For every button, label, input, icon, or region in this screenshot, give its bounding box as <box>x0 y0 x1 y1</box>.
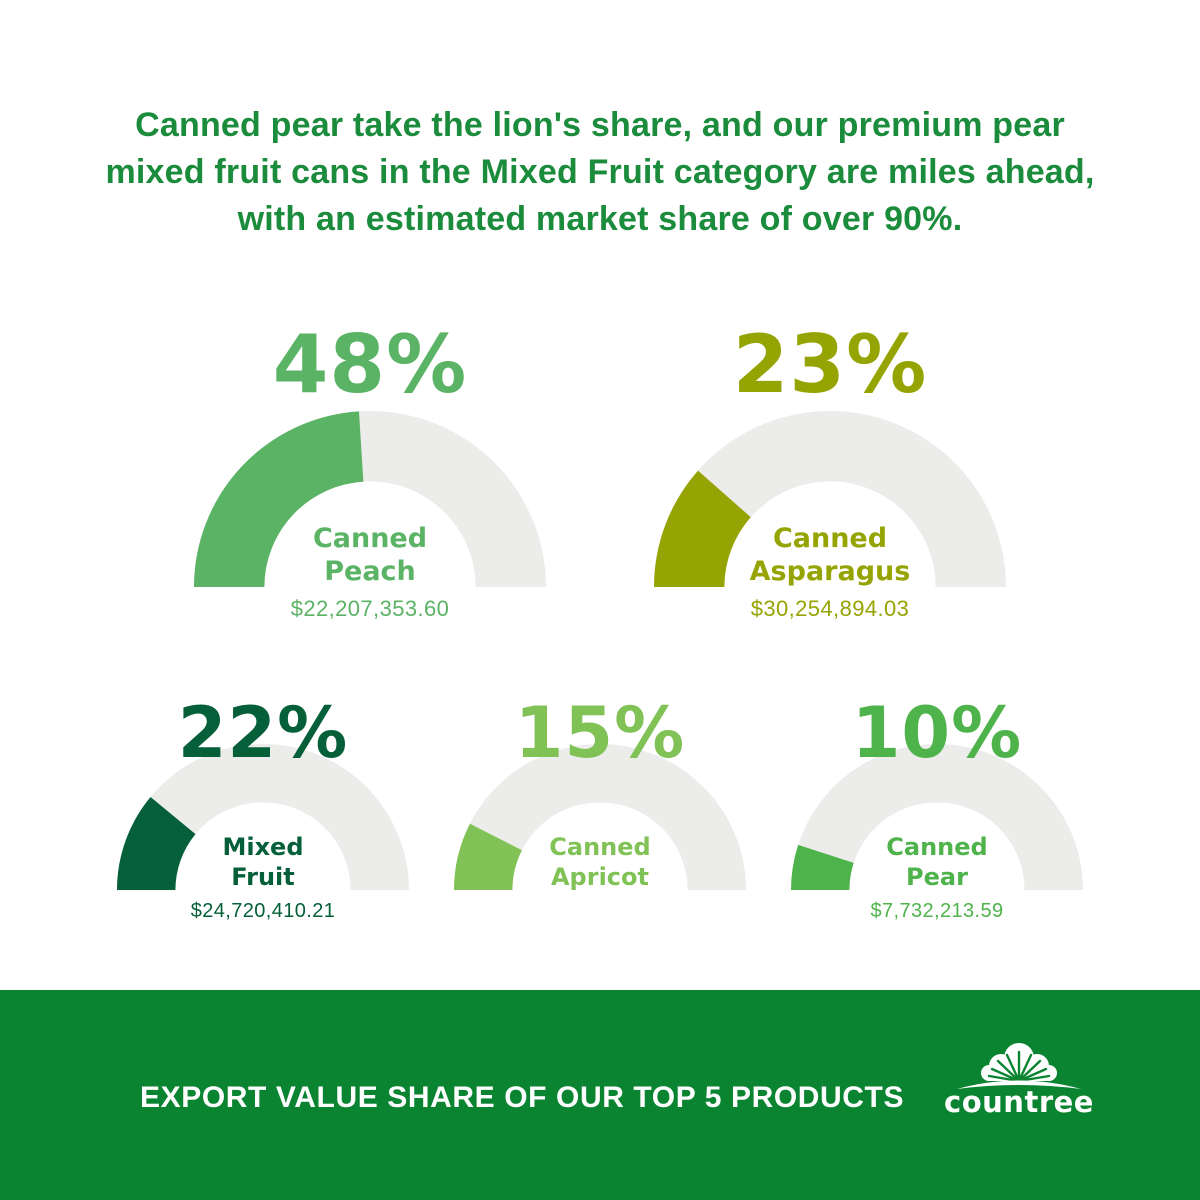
gauge-label: Mixed Fruit <box>222 832 304 891</box>
gauge-label: Canned Peach <box>312 522 428 587</box>
gauge-arc-svg <box>654 410 1006 587</box>
gauge-canned-asparagus: 23% Canned Asparagus $30,254,894.03 <box>620 317 1040 622</box>
gauge-label: Canned Apricot <box>549 832 651 891</box>
countree-logo: countree <box>944 1040 1094 1117</box>
gauge-percent: 10% <box>851 691 1023 774</box>
gauge-percent: 15% <box>514 691 686 774</box>
gauge-percent: 48% <box>272 317 468 411</box>
footer-bar: EXPORT VALUE SHARE OF OUR TOP 5 PRODUCTS <box>0 990 1200 1200</box>
gauge-canned-pear: 10% Canned Pear $7,732,213.59 <box>777 698 1097 924</box>
gauge-label: Canned Pear <box>886 832 988 891</box>
gauge-arc-svg <box>117 743 409 890</box>
gauge-value: $24,720,410.21 <box>190 899 336 922</box>
brand-wordmark: countree <box>944 1085 1094 1119</box>
gauge-value: $30,254,894.03 <box>750 595 910 621</box>
gauge-arc: Canned Asparagus <box>654 410 1006 587</box>
footer-title: EXPORT VALUE SHARE OF OUR TOP 5 PRODUCTS <box>140 1081 905 1114</box>
gauge-percent: 22% <box>177 691 349 774</box>
gauge-canned-peach: 48% Canned Peach $22,207,353.60 <box>160 317 580 622</box>
gauge-row-bottom: 22% Mixed Fruit $24,720,410.21 15% <box>0 698 1200 924</box>
gauge-label: Canned Asparagus <box>749 522 911 587</box>
gauge-arc: Mixed Fruit <box>117 743 409 891</box>
gauge-arc-svg <box>791 743 1083 890</box>
gauge-canned-apricot: 15% Canned Apricot <box>440 698 760 924</box>
gauge-arc: Canned Peach <box>194 410 546 587</box>
gauge-arc-svg <box>454 743 746 890</box>
countree-tree-icon <box>957 1043 1081 1089</box>
gauge-percent: 23% <box>732 317 928 411</box>
gauge-row-top: 48% Canned Peach $22,207,353.60 23% <box>0 317 1200 622</box>
gauge-mixed-fruit: 22% Mixed Fruit $24,720,410.21 <box>103 698 423 924</box>
gauge-arc: Canned Pear <box>791 743 1083 891</box>
headline: Canned pear take the lion's share, and o… <box>105 106 1095 238</box>
gauge-arc-svg <box>194 410 546 587</box>
gauge-value: $7,732,213.59 <box>870 899 1004 922</box>
gauge-arc: Canned Apricot <box>454 743 746 891</box>
gauge-value: $22,207,353.60 <box>290 595 450 621</box>
